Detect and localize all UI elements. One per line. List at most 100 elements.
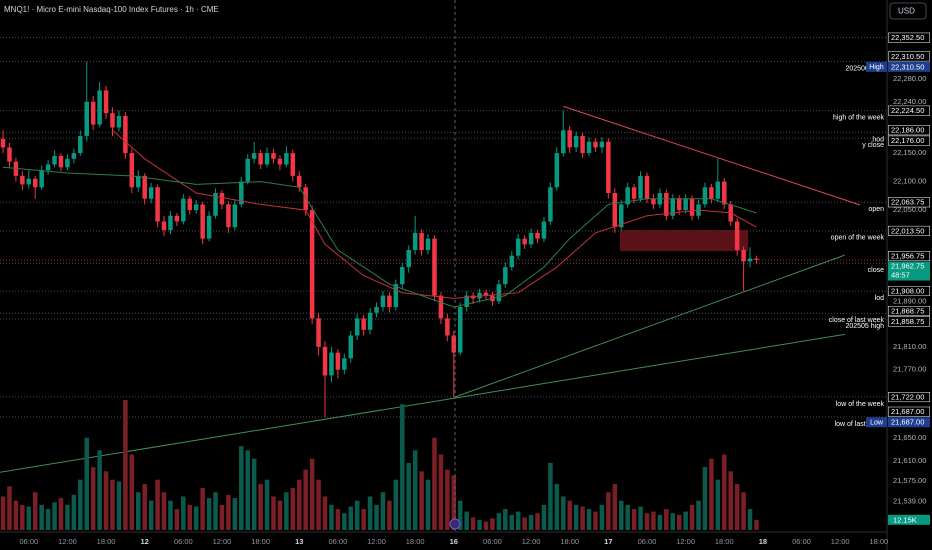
volume-bar — [715, 479, 721, 530]
tag-price-box — [888, 417, 930, 428]
candle-body — [573, 135, 579, 148]
candle-body — [509, 255, 515, 268]
volume-bar — [664, 509, 669, 530]
volume-bar — [709, 458, 714, 530]
candle-body — [528, 232, 534, 245]
candle-body — [303, 187, 308, 211]
candle-body — [387, 295, 392, 307]
candle-body — [425, 238, 431, 250]
candle-body — [219, 192, 225, 205]
candle-body — [548, 187, 553, 222]
candle-body — [477, 292, 482, 299]
level-price-label: 21,908.00 — [891, 287, 924, 296]
x-tick-label: 12:00 — [58, 537, 77, 546]
volume-bar — [65, 504, 70, 530]
candle-body — [734, 221, 740, 250]
level-price-box-inner — [888, 392, 930, 402]
volume-bar — [45, 509, 51, 530]
candle-body — [561, 130, 566, 154]
volume-bar — [676, 514, 682, 530]
volume-bar — [509, 514, 515, 530]
tag-price-box — [888, 61, 930, 72]
candle-body — [374, 306, 379, 313]
level-price-box-inner — [888, 33, 930, 43]
candle-body — [322, 346, 328, 376]
candle-body — [438, 295, 444, 319]
candle-body — [593, 141, 598, 148]
candle-body — [432, 238, 437, 296]
x-tick-label: 06:00 — [174, 537, 193, 546]
volume-bar — [155, 479, 160, 530]
candle-body — [464, 295, 469, 307]
tag-box — [866, 61, 887, 72]
candle-body — [503, 267, 508, 285]
volume-bar — [657, 514, 663, 530]
y-tick-label: 21,575.00 — [893, 476, 926, 485]
candle-body — [496, 284, 502, 302]
candle-body — [400, 267, 405, 285]
candle-body — [316, 318, 321, 347]
level-price-label: 21,687.00 — [891, 407, 924, 416]
volume-bar — [406, 462, 411, 530]
candle-body — [193, 204, 199, 211]
candle-body — [715, 181, 721, 199]
volume-bar — [419, 471, 424, 530]
volume-bar — [618, 500, 624, 530]
volume-bar — [747, 509, 753, 530]
candle-body — [284, 153, 289, 165]
countdown-label: 48:57 — [891, 271, 910, 280]
volume-bar — [148, 500, 154, 530]
y-tick-label: 21,890.00 — [893, 296, 926, 305]
tag-name: Low — [870, 420, 884, 427]
candle-body — [232, 204, 238, 228]
x-tick-label: 06:00 — [19, 537, 38, 546]
volume-bar — [457, 500, 463, 530]
candle-body — [515, 238, 521, 256]
volume-bar — [754, 519, 759, 530]
volume-bar — [612, 483, 618, 530]
volume-bar — [644, 513, 650, 530]
volume-bar — [728, 471, 733, 530]
candle-body — [406, 249, 411, 268]
volume-bar — [651, 511, 656, 530]
volume-bar — [528, 514, 534, 530]
chart-title: MNQ1! · Micro E-mini Nasdaq-100 Index Fu… — [4, 5, 219, 14]
volume-bar — [393, 479, 399, 530]
volume-bar — [722, 454, 727, 530]
volume-bar — [554, 483, 560, 530]
x-tick-label: 06:00 — [328, 537, 347, 546]
candle-body — [309, 210, 315, 319]
candle-body — [419, 232, 424, 250]
candle-body — [335, 352, 341, 370]
x-tick-label: 18:00 — [251, 537, 270, 546]
candle-body — [702, 187, 708, 205]
x-tick-label: 16 — [450, 537, 458, 546]
volume-bar — [329, 504, 334, 530]
level-price-label: 22,186.00 — [891, 126, 924, 135]
candle-body — [535, 232, 540, 239]
volume-bar — [354, 500, 360, 530]
volume-bar — [451, 475, 457, 530]
candle-body — [161, 221, 167, 231]
candle-body — [354, 318, 360, 336]
axes: 06:00 12:00 18:00 12 06:00 12:00 18:00 13 06:00 1… — [19, 32, 930, 546]
trendline — [0, 333, 845, 473]
currency-button[interactable] — [889, 2, 927, 20]
candle-body — [361, 318, 366, 330]
level-price-label: 22,063.75 — [891, 198, 924, 207]
volume-bar — [400, 404, 405, 530]
x-tick-label: 18 — [759, 537, 767, 546]
level-price-label: 21,722.00 — [891, 393, 924, 402]
volume-bar — [599, 504, 605, 530]
volume-bar — [245, 450, 250, 530]
candle-body — [625, 187, 630, 205]
level-name: close — [868, 267, 884, 274]
x-tick-label: 12:00 — [367, 537, 386, 546]
y-tick-label: 22,280.00 — [893, 74, 926, 83]
candle-body — [631, 187, 637, 199]
indicator-icon[interactable] — [449, 518, 461, 530]
level-price-label: 21,956.75 — [891, 252, 924, 261]
currency-label[interactable]: USD — [898, 7, 915, 16]
